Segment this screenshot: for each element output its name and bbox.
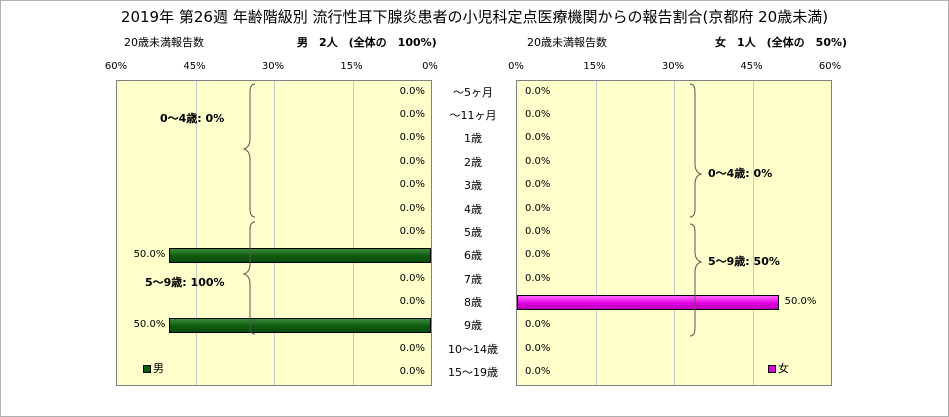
male-data-label: 0.0% <box>399 366 425 378</box>
age-label: 8歳 <box>464 296 482 310</box>
age-label: 3歳 <box>464 179 482 193</box>
male-gridline <box>352 81 354 385</box>
female-data-label: 0.0% <box>525 155 551 167</box>
female-group-5-9: 5～9歳: 50% <box>708 255 780 268</box>
male-gridline <box>195 81 197 385</box>
female-header: 女 1人 (全体の 50%) <box>715 36 848 49</box>
female-group-0-4: 0～4歳: 0% <box>708 167 773 180</box>
female-data-label: 0.0% <box>525 342 551 354</box>
age-label: 10～14歳 <box>448 342 498 356</box>
female-axis-tick: 45% <box>740 61 763 72</box>
age-label: 1歳 <box>464 132 482 146</box>
age-label: 15～19歳 <box>448 366 498 380</box>
male-plot-area: 0.0% 0.0% 0.0% 0.0% 0.0% 0.0% 0.0% 50.0% 0.0% 0.0… <box>116 80 432 386</box>
female-axis-tick: 60% <box>818 61 842 72</box>
male-data-label: 50.0% <box>133 249 166 261</box>
age-label: 7歳 <box>464 272 482 286</box>
female-data-label: 0.0% <box>525 202 551 214</box>
legend-female-swatch <box>768 365 776 373</box>
female-data-label: 0.0% <box>525 272 551 284</box>
female-axis-tick: 15% <box>583 61 606 72</box>
male-data-label: 0.0% <box>399 202 425 214</box>
female-data-label: 0.0% <box>525 132 551 144</box>
female-data-label: 50.0% <box>784 296 817 308</box>
male-data-label: 0.0% <box>399 272 425 284</box>
age-label: 2歳 <box>464 155 482 169</box>
male-axis-tick: 15% <box>340 61 363 72</box>
legend-female-label: 女 <box>778 362 789 375</box>
female-gridline <box>595 81 597 385</box>
female-data-label: 0.0% <box>525 179 551 191</box>
female-axis-tick: 30% <box>661 61 685 72</box>
male-data-label: 50.0% <box>133 319 166 331</box>
female-subtitle: 20歳未満報告数 <box>527 36 607 49</box>
age-label: 9歳 <box>464 319 482 333</box>
male-data-label: 0.0% <box>399 342 425 354</box>
male-bar <box>169 248 431 264</box>
female-gridline <box>752 81 754 385</box>
male-subtitle: 20歳未満報告数 <box>124 36 204 49</box>
male-axis-tick: 45% <box>183 61 206 72</box>
legend-male-swatch <box>143 365 151 373</box>
female-data-label: 0.0% <box>525 319 551 331</box>
age-label: ～5ヶ月 <box>453 85 493 99</box>
female-plot-area: 0.0% 0.0% 0.0% 0.0% 0.0% 0.0% 0.0% 0.0% 0.0% 50.0… <box>516 80 832 386</box>
male-axis-tick: 60% <box>104 61 128 72</box>
female-data-label: 0.0% <box>525 109 551 121</box>
male-axis-tick: 0% <box>422 61 438 72</box>
age-label: 5歳 <box>464 225 482 239</box>
legend-male-label: 男 <box>153 362 164 375</box>
legend-female: 女 <box>768 360 789 376</box>
male-data-label: 0.0% <box>399 179 425 191</box>
female-brace <box>689 83 703 337</box>
female-bar <box>517 295 779 311</box>
female-axis-tick: 0% <box>508 61 524 72</box>
male-data-label: 0.0% <box>399 225 425 237</box>
age-label: 4歳 <box>464 202 482 216</box>
male-group-0-4: 0～4歳: 0% <box>160 112 225 125</box>
male-group-5-9: 5～9歳: 100% <box>145 276 225 289</box>
male-bar <box>169 318 431 334</box>
female-data-label: 0.0% <box>525 366 551 378</box>
female-data-label: 0.0% <box>525 249 551 261</box>
male-data-label: 0.0% <box>399 132 425 144</box>
male-data-label: 0.0% <box>399 155 425 167</box>
female-data-label: 0.0% <box>525 85 551 97</box>
age-label: 6歳 <box>464 249 482 263</box>
male-data-label: 0.0% <box>399 109 425 121</box>
chart-title: 2019年 第26週 年齢階級別 流行性耳下腺炎患者の小児科定点医療機関からの報… <box>120 8 829 26</box>
male-header: 男 2人 (全体の 100%) <box>297 36 437 49</box>
male-data-label: 0.0% <box>399 85 425 97</box>
male-gridline <box>274 81 275 385</box>
female-gridline <box>674 81 675 385</box>
age-label: ～11ヶ月 <box>449 109 497 123</box>
legend-male: 男 <box>143 360 164 376</box>
male-brace <box>242 83 256 335</box>
male-data-label: 0.0% <box>399 296 425 308</box>
male-axis-tick: 30% <box>261 61 285 72</box>
female-data-label: 0.0% <box>525 225 551 237</box>
